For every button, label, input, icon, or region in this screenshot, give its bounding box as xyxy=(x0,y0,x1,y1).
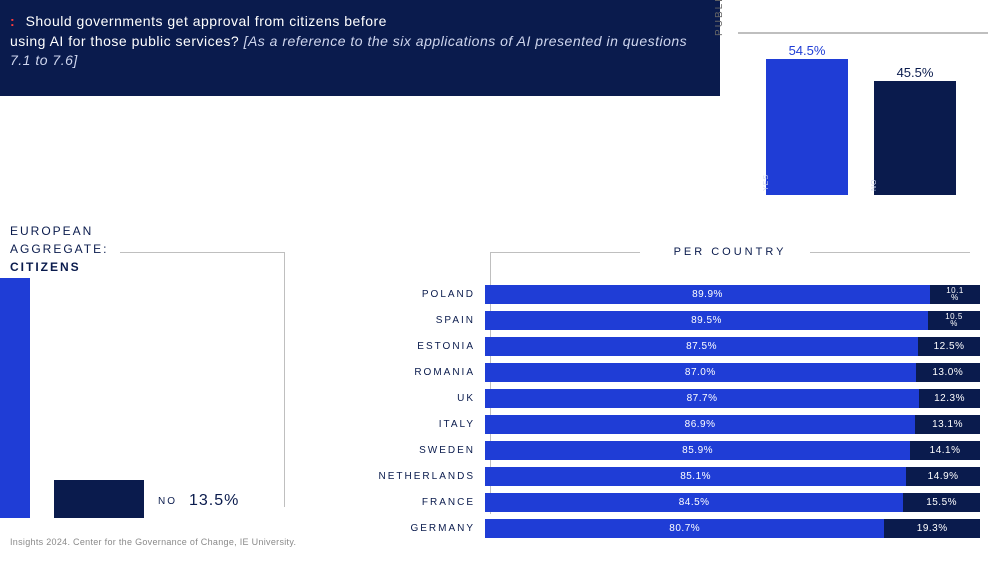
citizens-no-bar: NO 13.5% xyxy=(54,480,144,518)
servants-yes-fill xyxy=(766,59,848,195)
country-no-seg: 12.5% xyxy=(918,337,980,356)
country-yes-seg: 84.5% xyxy=(485,493,903,512)
country-row: POLAND89.9%10.1% xyxy=(320,284,980,304)
servants-yes-value: 54.5% xyxy=(766,39,848,58)
citizens-yes-fill xyxy=(0,278,30,518)
country-row: SPAIN89.5%10.5% xyxy=(320,310,980,330)
country-track: 89.5%10.5% xyxy=(485,311,980,330)
citizens-yes-bar: YES 86.5% xyxy=(0,278,30,518)
servants-no-label: NO xyxy=(871,179,878,192)
country-no-seg: 15.5% xyxy=(903,493,980,512)
country-name: GERMANY xyxy=(320,523,485,534)
per-country-rows: POLAND89.9%10.1%SPAIN89.5%10.5%ESTONIA87… xyxy=(320,284,980,544)
servants-no-value: 45.5% xyxy=(874,61,956,80)
country-yes-seg: 87.5% xyxy=(485,337,918,356)
per-country-rule-right xyxy=(810,252,970,253)
servants-yes-label: YES xyxy=(763,174,770,191)
country-yes-seg: 89.5% xyxy=(485,311,928,330)
country-yes-seg: 85.9% xyxy=(485,441,910,460)
footer-source: Insights 2024. Center for the Governance… xyxy=(10,537,296,547)
country-track: 86.9%13.1% xyxy=(485,415,980,434)
country-no-seg: 10.5% xyxy=(928,311,980,330)
country-yes-seg: 80.7% xyxy=(485,519,884,538)
country-row: ROMANIA87.0%13.0% xyxy=(320,362,980,382)
citizens-label-l2: AGGREGATE: xyxy=(10,242,108,256)
country-no-seg: 10.1% xyxy=(930,285,980,304)
citizens-no-word: NO xyxy=(158,496,177,507)
country-track: 87.7%12.3% xyxy=(485,389,980,408)
country-name: ESTONIA xyxy=(320,341,485,352)
country-row: ESTONIA87.5%12.5% xyxy=(320,336,980,356)
country-name: ROMANIA xyxy=(320,367,485,378)
servants-rot-label: PUBLIC SERVANTS xyxy=(714,0,725,40)
country-name: UK xyxy=(320,393,485,404)
country-no-seg: 13.0% xyxy=(916,363,980,382)
citizens-label-l1: EUROPEAN xyxy=(10,224,93,238)
country-row: UK87.7%12.3% xyxy=(320,388,980,408)
country-track: 89.9%10.1% xyxy=(485,285,980,304)
servants-bars: 54.5% YES 45.5% NO xyxy=(766,45,956,195)
servants-yes-bar: 54.5% YES xyxy=(766,59,848,195)
country-row: GERMANY80.7%19.3% xyxy=(320,518,980,538)
country-track: 84.5%15.5% xyxy=(485,493,980,512)
country-name: SWEDEN xyxy=(320,445,485,456)
country-name: FRANCE xyxy=(320,497,485,508)
public-servants-panel: PUBLIC SERVANTS 54.5% YES 45.5% NO xyxy=(720,0,1000,210)
citizens-bars: YES 86.5% NO 13.5% xyxy=(0,260,280,518)
country-yes-seg: 89.9% xyxy=(485,285,930,304)
country-yes-seg: 86.9% xyxy=(485,415,915,434)
citizens-no-fill xyxy=(54,480,144,518)
country-yes-seg: 87.0% xyxy=(485,363,916,382)
country-row: NETHERLANDS85.1%14.9% xyxy=(320,466,980,486)
per-country-rule-left xyxy=(490,252,640,253)
country-track: 85.1%14.9% xyxy=(485,467,980,486)
country-no-seg: 14.1% xyxy=(910,441,980,460)
servants-no-fill xyxy=(874,81,956,195)
country-no-seg: 13.1% xyxy=(915,415,980,434)
country-name: SPAIN xyxy=(320,315,485,326)
country-track: 87.0%13.0% xyxy=(485,363,980,382)
stage: : Should governments get approval from c… xyxy=(0,0,1000,563)
question-header: : Should governments get approval from c… xyxy=(0,0,720,96)
country-row: ITALY86.9%13.1% xyxy=(320,414,980,434)
country-track: 87.5%12.5% xyxy=(485,337,980,356)
country-name: NETHERLANDS xyxy=(320,471,485,482)
country-yes-seg: 85.1% xyxy=(485,467,906,486)
citizens-no-lab: NO 13.5% xyxy=(158,492,239,510)
country-no-seg: 19.3% xyxy=(884,519,980,538)
country-row: SWEDEN85.9%14.1% xyxy=(320,440,980,460)
country-name: ITALY xyxy=(320,419,485,430)
country-yes-seg: 87.7% xyxy=(485,389,919,408)
country-track: 80.7%19.3% xyxy=(485,519,980,538)
servants-no-bar: 45.5% NO xyxy=(874,81,956,195)
question-marker: : xyxy=(10,13,15,29)
country-row: FRANCE84.5%15.5% xyxy=(320,492,980,512)
citizens-no-pct: 13.5% xyxy=(189,492,239,510)
country-track: 85.9%14.1% xyxy=(485,441,980,460)
country-name: POLAND xyxy=(320,289,485,300)
country-no-seg: 14.9% xyxy=(906,467,980,486)
question-line1: Should governments get approval from cit… xyxy=(26,13,387,29)
country-no-seg: 12.3% xyxy=(919,389,980,408)
question-line2: using AI for those public services? xyxy=(10,33,239,49)
